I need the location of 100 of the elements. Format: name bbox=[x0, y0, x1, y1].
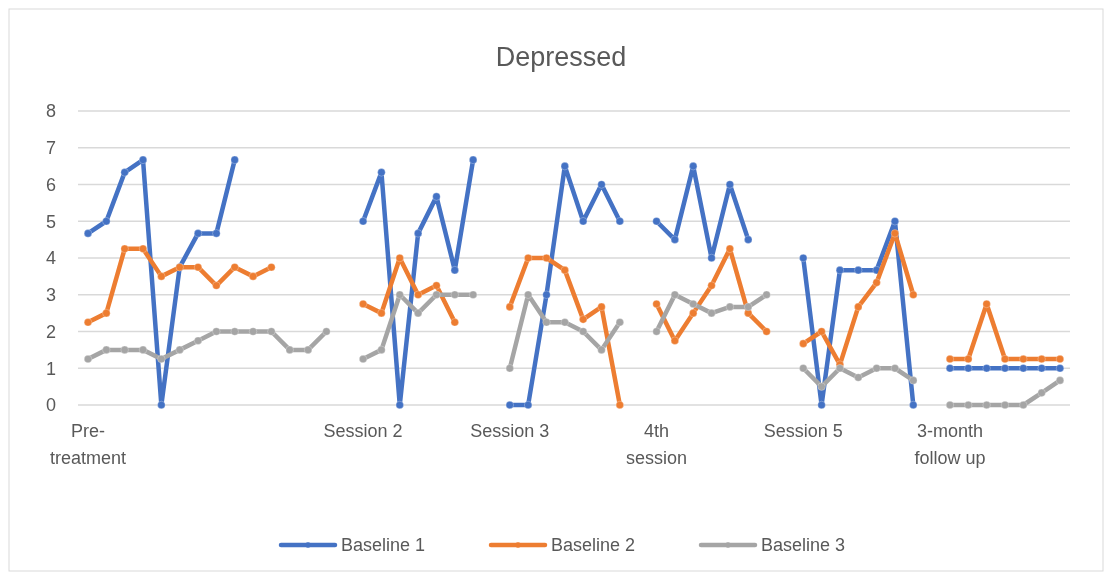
point bbox=[230, 262, 239, 272]
point bbox=[230, 155, 239, 165]
point bbox=[102, 345, 111, 355]
point bbox=[982, 299, 991, 309]
point bbox=[1019, 400, 1028, 410]
x-tick-label: 3-month follow up bbox=[914, 421, 986, 468]
point bbox=[138, 244, 148, 254]
point bbox=[212, 281, 221, 290]
point bbox=[945, 364, 955, 373]
y-tick-label: 4 bbox=[45, 248, 56, 269]
point bbox=[1000, 354, 1010, 364]
point bbox=[267, 262, 276, 272]
point bbox=[872, 364, 881, 373]
point bbox=[578, 327, 588, 336]
legend-label: Baseline 3 bbox=[761, 535, 846, 556]
point bbox=[652, 217, 661, 226]
point bbox=[468, 155, 478, 165]
y-tick-label: 1 bbox=[45, 358, 56, 379]
point bbox=[1055, 376, 1065, 385]
point bbox=[322, 327, 331, 336]
legend-label: Baseline 2 bbox=[551, 535, 636, 556]
point bbox=[83, 229, 93, 238]
point bbox=[212, 327, 221, 336]
point bbox=[303, 345, 313, 355]
point bbox=[413, 308, 423, 318]
point bbox=[964, 400, 973, 410]
point bbox=[597, 180, 606, 189]
point bbox=[157, 400, 166, 410]
point bbox=[945, 354, 955, 364]
point bbox=[615, 400, 625, 410]
point bbox=[854, 265, 863, 275]
point bbox=[578, 217, 588, 226]
point bbox=[854, 373, 863, 382]
point bbox=[450, 290, 459, 299]
point bbox=[120, 244, 129, 254]
point bbox=[432, 290, 441, 299]
x-tick-label: 4th session bbox=[626, 421, 688, 468]
point bbox=[505, 364, 515, 373]
point bbox=[725, 180, 735, 189]
point bbox=[230, 327, 239, 336]
point bbox=[83, 354, 93, 364]
point bbox=[505, 302, 515, 312]
point bbox=[542, 318, 551, 327]
point bbox=[725, 244, 735, 254]
point bbox=[964, 364, 973, 373]
point bbox=[267, 327, 276, 336]
point bbox=[285, 345, 294, 355]
point bbox=[945, 400, 955, 410]
y-tick-label: 5 bbox=[45, 211, 56, 232]
x-tick-label: Session 2 bbox=[323, 421, 403, 441]
point bbox=[193, 262, 203, 272]
point bbox=[212, 229, 221, 238]
point bbox=[248, 272, 258, 281]
point bbox=[817, 400, 826, 410]
point bbox=[432, 281, 441, 290]
point bbox=[542, 253, 551, 263]
point bbox=[395, 290, 404, 299]
point bbox=[707, 253, 716, 263]
point bbox=[835, 364, 845, 373]
point bbox=[909, 376, 918, 385]
x-tick-label: Session 3 bbox=[470, 421, 550, 441]
point bbox=[248, 327, 258, 336]
point bbox=[1000, 400, 1010, 410]
point bbox=[909, 400, 918, 410]
point bbox=[395, 400, 404, 410]
point bbox=[982, 400, 991, 410]
point bbox=[597, 345, 606, 355]
point bbox=[523, 290, 533, 299]
y-tick-label: 0 bbox=[45, 395, 56, 416]
point bbox=[193, 336, 203, 345]
point bbox=[982, 364, 991, 373]
legend-label: Baseline 1 bbox=[341, 535, 426, 556]
point bbox=[652, 299, 661, 309]
point bbox=[799, 253, 808, 263]
point bbox=[817, 327, 826, 336]
point bbox=[120, 168, 129, 177]
chart-title: Depressed bbox=[495, 42, 627, 72]
point bbox=[450, 265, 459, 275]
point bbox=[560, 161, 570, 171]
point bbox=[689, 308, 698, 318]
point bbox=[854, 302, 863, 312]
point bbox=[560, 265, 570, 275]
x-tick-label: Pre-treatment bbox=[49, 421, 127, 468]
point bbox=[193, 229, 203, 238]
point bbox=[578, 315, 588, 324]
point bbox=[138, 155, 148, 165]
point bbox=[707, 308, 716, 318]
point bbox=[432, 192, 441, 201]
point bbox=[799, 364, 808, 373]
point bbox=[175, 345, 184, 355]
point bbox=[670, 336, 680, 345]
point bbox=[560, 318, 570, 327]
point bbox=[358, 217, 368, 226]
point bbox=[689, 161, 698, 171]
point bbox=[138, 345, 148, 355]
point bbox=[395, 253, 404, 263]
point bbox=[542, 290, 551, 299]
point bbox=[652, 327, 661, 336]
point bbox=[835, 265, 845, 275]
point bbox=[1019, 364, 1028, 373]
